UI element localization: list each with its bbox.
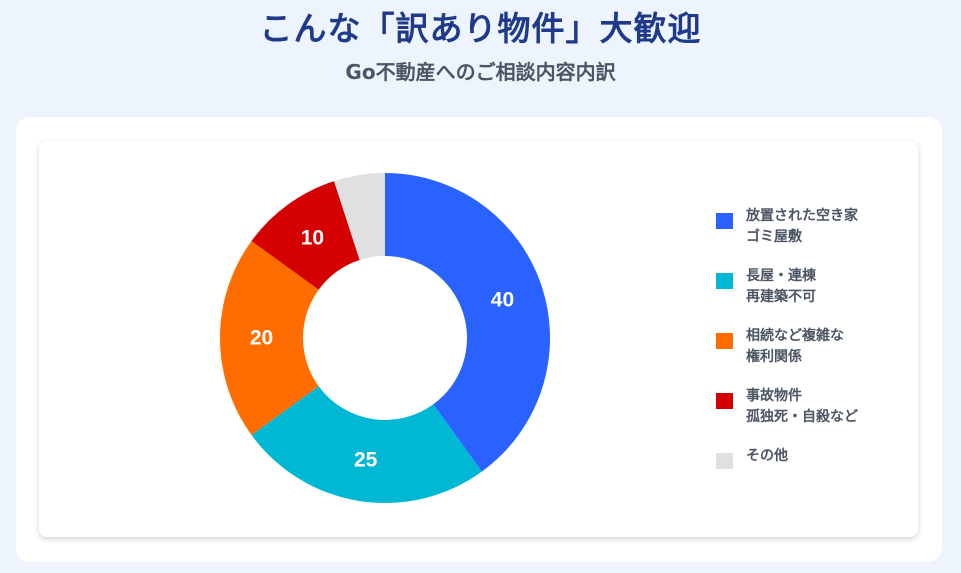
legend-label-souzoku-line1: 相続など複雑な bbox=[746, 328, 844, 344]
legend-label-akiya-line2: ゴミ屋敷 bbox=[746, 229, 802, 245]
data-label-souzoku: 20 bbox=[250, 327, 273, 350]
legend-label-akiya-line1: 放置された空き家 bbox=[746, 208, 858, 224]
legend-label-souzoku-line2: 権利関係 bbox=[746, 349, 802, 365]
data-label-jiko: 10 bbox=[301, 227, 324, 250]
legend-swatch-souzoku bbox=[716, 333, 733, 349]
data-label-akiya: 40 bbox=[491, 288, 514, 311]
legend-label-jiko-line2: 孤独死・自殺など bbox=[746, 409, 858, 425]
legend-swatch-other bbox=[716, 453, 733, 469]
legend-label-jiko-line1: 事故物件 bbox=[746, 388, 802, 404]
legend-label-nagaya-line1: 長屋・連棟 bbox=[746, 268, 816, 284]
slice-nagaya[interactable] bbox=[251, 386, 482, 503]
data-label-nagaya: 25 bbox=[354, 448, 378, 471]
slice-other[interactable] bbox=[334, 173, 385, 261]
legend-swatch-nagaya bbox=[716, 273, 733, 289]
legend-swatch-akiya bbox=[716, 213, 733, 229]
slice-jiko[interactable] bbox=[251, 181, 360, 290]
legend-swatch-jiko bbox=[716, 393, 733, 409]
page-title: こんな「訳あり物件」大歓迎 bbox=[259, 9, 702, 48]
legend-label-nagaya-line2: 再建築不可 bbox=[746, 289, 816, 305]
slice-souzoku[interactable] bbox=[219, 241, 319, 435]
legend-label-other-line1: その他 bbox=[746, 448, 788, 464]
slice-akiya[interactable] bbox=[385, 173, 550, 472]
page-subtitle: Go不動産へのご相談内容内訳 bbox=[345, 60, 616, 84]
